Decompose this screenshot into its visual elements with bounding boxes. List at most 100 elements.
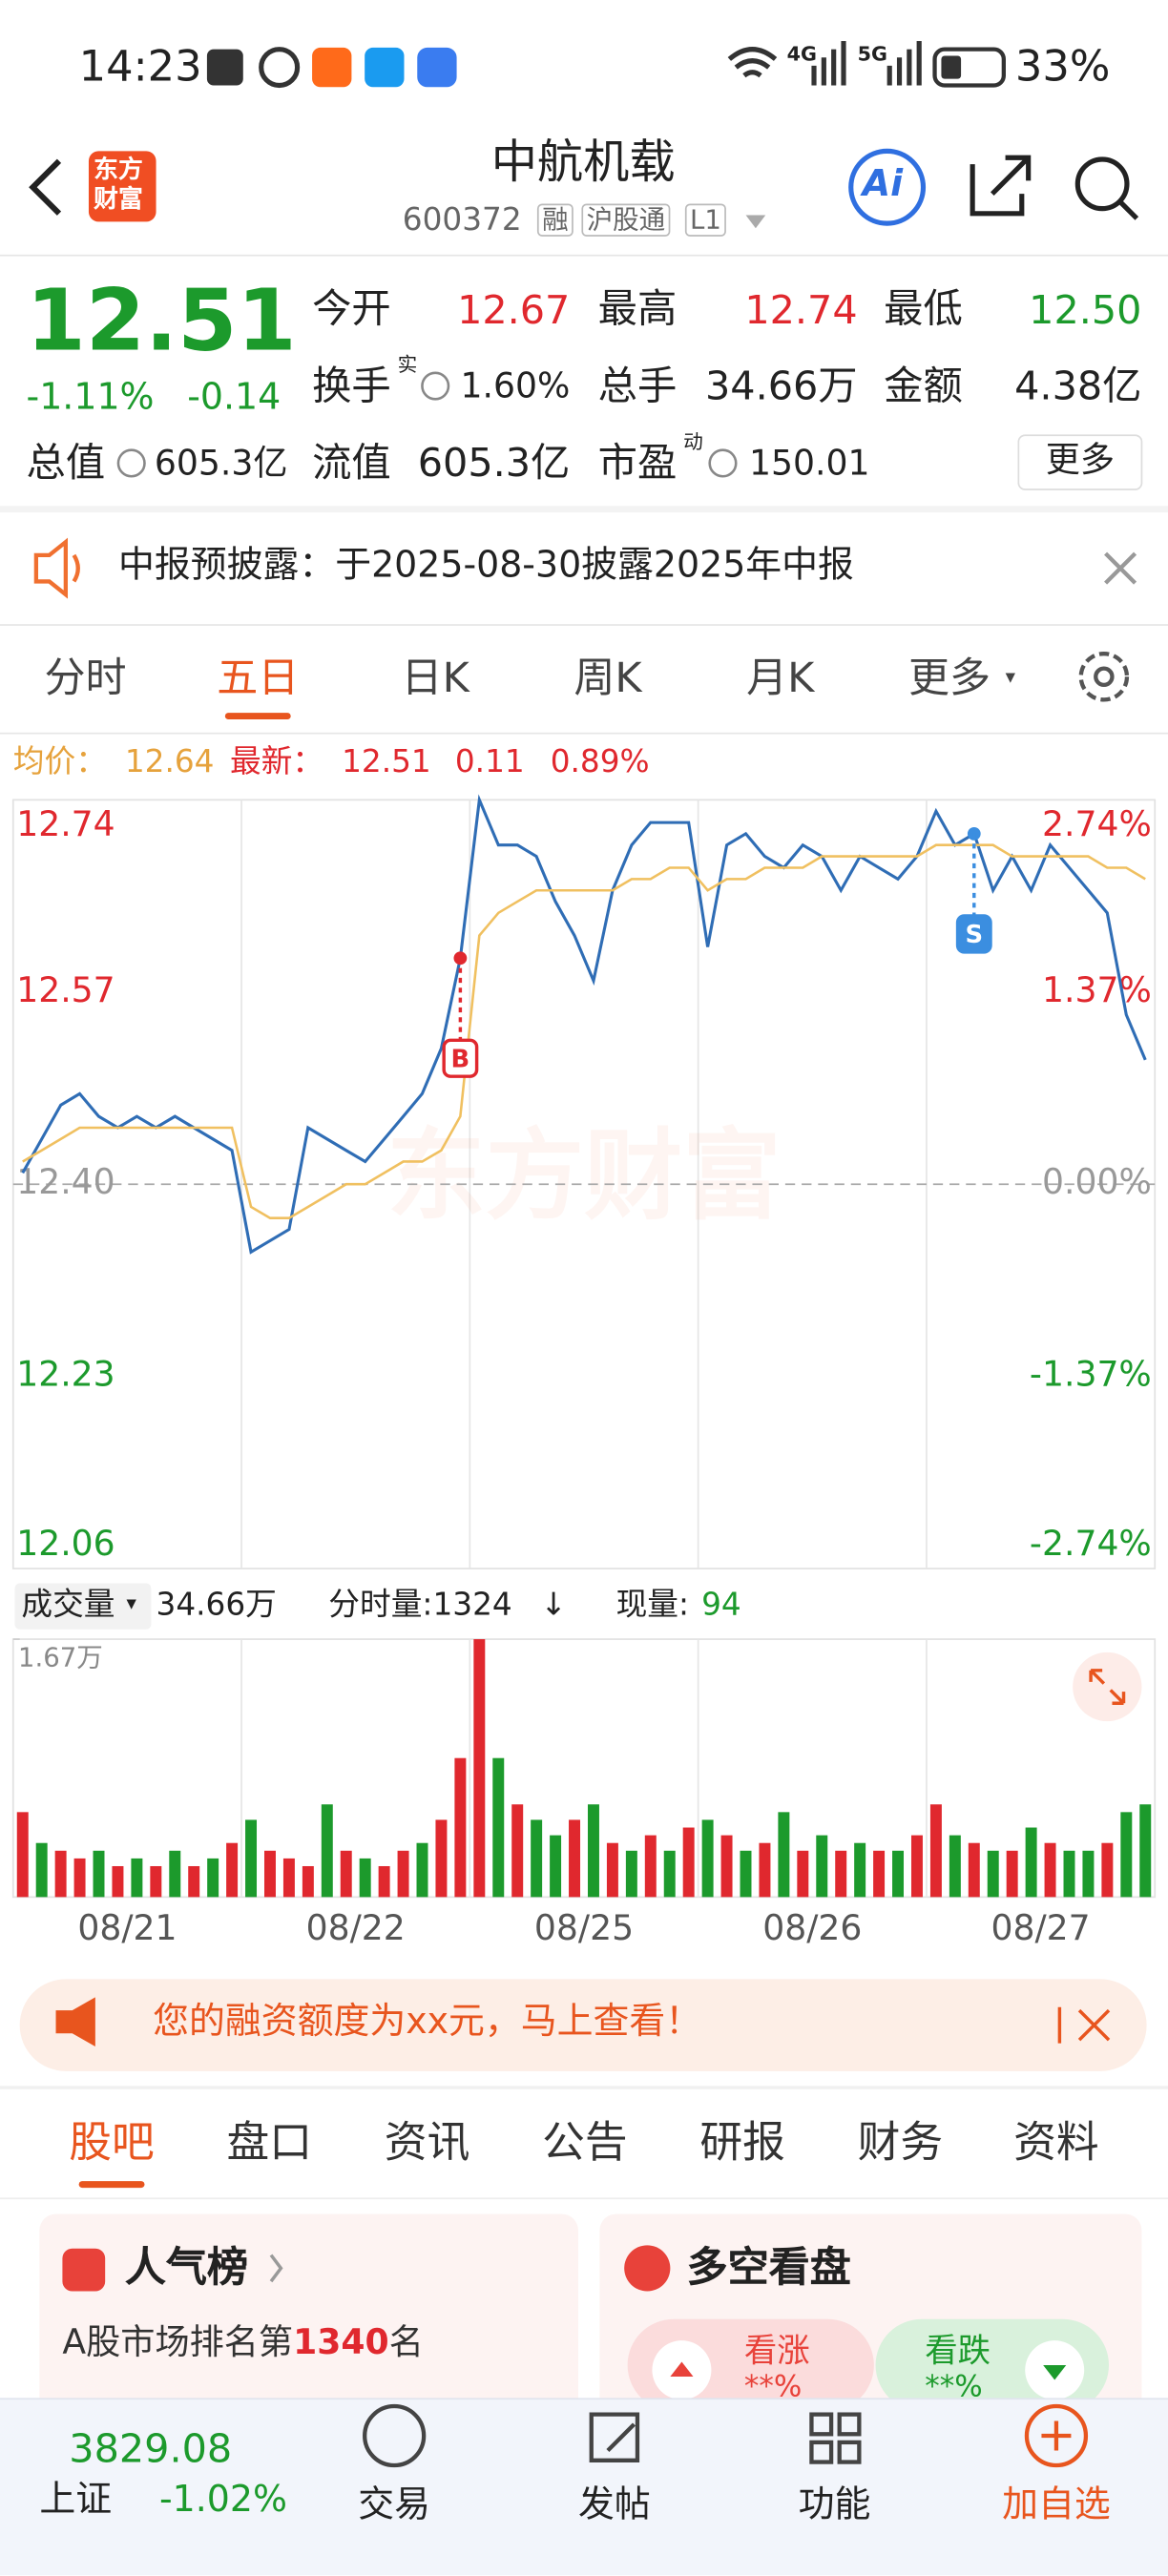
volume-bar [1006, 1850, 1018, 1898]
sub-tab[interactable]: 资讯 [384, 2118, 470, 2169]
change-amount: -0.14 [187, 377, 282, 419]
chart-tab[interactable]: 更多 [908, 654, 991, 702]
volume-bar [150, 1865, 162, 1898]
sub-tab[interactable]: 公告 [542, 2118, 628, 2169]
volume-bar [188, 1865, 200, 1898]
rank-number: 1340 [293, 2322, 389, 2362]
banner-bg[interactable] [19, 1979, 1147, 2071]
tag-dropdown[interactable] [745, 215, 766, 229]
post-icon[interactable] [589, 2412, 640, 2462]
function-icon[interactable] [809, 2412, 862, 2464]
volume-bar [473, 1639, 486, 1898]
tick-volume: 分时量:1324 [328, 1586, 512, 1623]
volume-bar [73, 1858, 86, 1898]
volume-bar [1025, 1827, 1037, 1898]
speaker-icon [33, 537, 80, 599]
volume-bar [929, 1804, 942, 1898]
nav-label[interactable]: 交易 [358, 2484, 431, 2526]
volume-bar [93, 1850, 105, 1898]
info-icon[interactable] [708, 448, 738, 478]
volume-bar [1063, 1850, 1075, 1898]
sub-tab-active[interactable]: 股吧 [69, 2118, 155, 2169]
network-label: 5G [857, 42, 887, 66]
expand-icon[interactable] [1073, 1652, 1142, 1722]
share-icon[interactable] [970, 155, 1032, 217]
trade-badge-label: S [965, 921, 983, 949]
nav-label[interactable]: 发帖 [577, 2484, 651, 2526]
rank-suffix: 名 [388, 2322, 424, 2362]
avg-label: 均价： [12, 743, 107, 780]
sub-tab[interactable]: 盘口 [226, 2118, 313, 2169]
y-tick-label: 12.23 [16, 1354, 115, 1395]
field-label: 今开 [312, 285, 391, 332]
search-icon[interactable] [1074, 156, 1139, 220]
divider [0, 624, 1168, 626]
more-button[interactable] [1017, 434, 1143, 490]
add-watch-icon[interactable] [1024, 2403, 1089, 2468]
volume-bar [987, 1850, 999, 1898]
current-volume-label: 现量: [615, 1586, 690, 1623]
rank-icon [62, 2248, 106, 2292]
index-change[interactable]: -1.02% [158, 2480, 287, 2522]
back-icon[interactable] [29, 158, 62, 216]
bottom-bar [0, 2398, 1168, 2576]
trade-badge [442, 1038, 479, 1078]
banner-close[interactable] [1057, 2006, 1111, 2044]
volume-bar [169, 1850, 181, 1898]
sub-tab[interactable]: 资料 [1013, 2118, 1099, 2169]
sub-tab[interactable]: 研报 [699, 2118, 785, 2169]
volume-bar [35, 1842, 48, 1898]
volume-bar [397, 1850, 409, 1898]
divider [0, 506, 1168, 513]
nav-label[interactable]: 功能 [798, 2484, 871, 2526]
volume-bar [435, 1819, 448, 1898]
stock-tag: L1 [684, 203, 727, 237]
banner-text[interactable]: 您的融资额度为xx元，马上查看！ [153, 2002, 702, 2044]
rank-prefix: A股市场排名第1340名 [62, 2325, 423, 2360]
volume-bar [302, 1865, 314, 1898]
x-tick-label: 08/21 [77, 1907, 177, 1948]
rank-title[interactable]: 人气榜 [124, 2243, 248, 2292]
chart-tab[interactable]: 日K [401, 654, 469, 702]
settings-icon[interactable] [1078, 652, 1130, 702]
volume-label[interactable]: 成交量 [21, 1586, 115, 1623]
ai-button[interactable] [848, 148, 927, 226]
status-time: 14:23 [78, 42, 202, 93]
volume-bar [550, 1835, 562, 1898]
volume-bar [701, 1819, 714, 1898]
chart-tab[interactable]: 周K [574, 654, 642, 702]
y2-tick-label: -2.74% [1030, 1523, 1152, 1564]
vs-title[interactable]: 多空看盘 [686, 2243, 851, 2292]
volume-bar [54, 1850, 67, 1898]
chart-tab-active[interactable]: 五日 [217, 654, 300, 702]
bear-value: **% [925, 2370, 983, 2405]
index-value[interactable]: 3829.08 [69, 2425, 233, 2472]
trade-icon[interactable] [363, 2403, 427, 2468]
ai-label[interactable]: Ai [862, 164, 904, 206]
stock-name: 中航机载 [490, 135, 676, 189]
field-value: 150.01 [749, 443, 870, 484]
bull-arrow [670, 2361, 694, 2378]
stock-code: 600372 [402, 201, 522, 239]
sub-tab[interactable]: 财务 [857, 2118, 944, 2169]
trade-badge [955, 914, 992, 954]
field-value: 12.74 [744, 287, 858, 334]
rank-card[interactable] [39, 2213, 578, 2428]
nav-label[interactable]: 加自选 [1002, 2484, 1111, 2526]
info-icon[interactable] [421, 371, 450, 401]
index-name[interactable]: 上证 [39, 2480, 113, 2522]
field-value: 12.67 [457, 287, 571, 334]
chart-tab[interactable]: 分时 [44, 654, 127, 702]
volume-bar [949, 1835, 961, 1898]
info-icon[interactable] [116, 448, 146, 478]
field-value: 34.66万 [705, 363, 858, 409]
more-button-label[interactable]: 更多 [1045, 440, 1116, 480]
volume-bar [1082, 1850, 1095, 1898]
close-icon[interactable] [1104, 551, 1137, 585]
logo-text: 财富 [94, 183, 143, 214]
volume-selector[interactable] [14, 1583, 152, 1630]
chart-tab[interactable]: 月K [746, 654, 815, 702]
y-tick-label: 12.57 [16, 969, 115, 1010]
notice-text[interactable]: 中报预披露：于2025-08-30披露2025年中报 [117, 545, 854, 587]
volume-bar [910, 1835, 923, 1898]
